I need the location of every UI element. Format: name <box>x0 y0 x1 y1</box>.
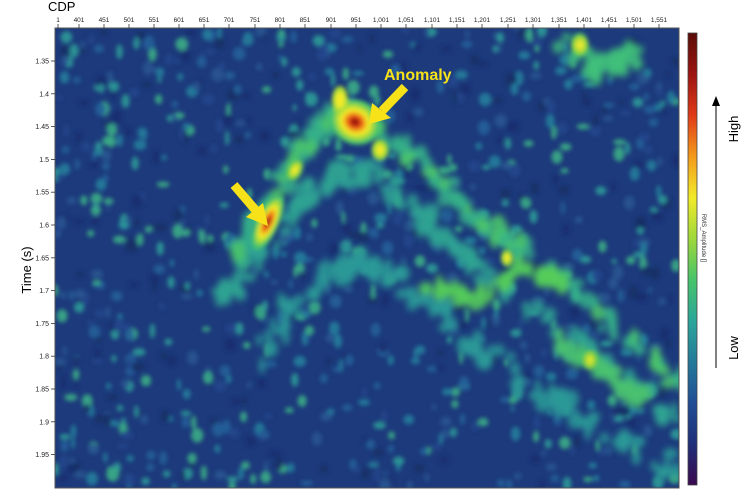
seismic-section <box>54 27 680 489</box>
x-tick-label: 851 <box>300 17 311 24</box>
x-tick-label: 1,451 <box>601 17 618 24</box>
x-tick-label: 1,551 <box>651 17 668 24</box>
x-tick-label: 1,151 <box>449 17 466 24</box>
x-tick-label: 1,301 <box>525 17 542 24</box>
scale-arrow-head <box>712 96 720 106</box>
x-tick-label: 901 <box>326 17 337 24</box>
anomaly-arrow-upper <box>369 83 409 124</box>
x-axis-ticks: 1 401 451 501 551 601 651 701 751 801 851 901 951 1,0… <box>56 17 668 28</box>
x-tick-label: 401 <box>74 17 85 24</box>
y-tick-label: 1.5 <box>39 157 49 164</box>
x-tick-label: 801 <box>275 17 286 24</box>
x-tick-label: 1,001 <box>373 17 390 24</box>
y-axis-ticks: 1.35 1.4 1.45 1.5 1.55 1.6 1.65 1.7 1.75 1.8 1.85 1… <box>35 59 55 459</box>
colorbar-scale <box>687 32 698 486</box>
y-tick-label: 1.7 <box>39 288 49 295</box>
anomaly-label: Anomaly <box>384 67 452 84</box>
x-tick-label: 551 <box>149 17 160 24</box>
y-tick-label: 1.45 <box>35 124 49 131</box>
y-tick-label: 1.65 <box>35 255 49 262</box>
x-tick-label: 951 <box>351 17 362 24</box>
y-tick-label: 1.55 <box>35 190 49 197</box>
cdp-label: CDP <box>48 0 75 14</box>
y-axis-title: Time (s) <box>19 246 34 293</box>
amplitude-scale-indicator: High Low <box>712 96 741 368</box>
x-tick-label: 1,051 <box>398 17 415 24</box>
x-tick-label: 1,351 <box>551 17 568 24</box>
colorbar-title: RMS_Amplitude [] <box>700 214 706 263</box>
x-tick-label: 651 <box>199 17 210 24</box>
y-tick-label: 1.9 <box>39 419 49 426</box>
anomaly-arrow-lower <box>230 182 268 226</box>
y-tick-label: 1.8 <box>39 354 49 361</box>
x-tick-label: 701 <box>224 17 235 24</box>
y-tick-label: 1.4 <box>39 91 49 98</box>
low-label: Low <box>726 335 741 359</box>
y-tick-label: 1.35 <box>35 59 49 66</box>
y-tick-label: 1.6 <box>39 223 49 230</box>
x-tick-label: 1,251 <box>500 17 517 24</box>
x-tick-label: 1,401 <box>576 17 593 24</box>
y-tick-label: 1.85 <box>35 387 49 394</box>
high-label: High <box>726 116 741 143</box>
x-tick-label: 1,201 <box>474 17 491 24</box>
x-tick-label: 601 <box>174 17 185 24</box>
x-tick-label: 1 <box>56 17 60 24</box>
colorbar: RMS_Amplitude [] <box>687 32 706 486</box>
x-tick-label: 1,501 <box>626 17 643 24</box>
x-tick-label: 501 <box>124 17 135 24</box>
x-tick-label: 451 <box>99 17 110 24</box>
x-tick-label: 1,101 <box>424 17 441 24</box>
y-tick-label: 1.75 <box>35 321 49 328</box>
y-tick-label: 1.95 <box>35 452 49 459</box>
x-tick-label: 751 <box>250 17 261 24</box>
